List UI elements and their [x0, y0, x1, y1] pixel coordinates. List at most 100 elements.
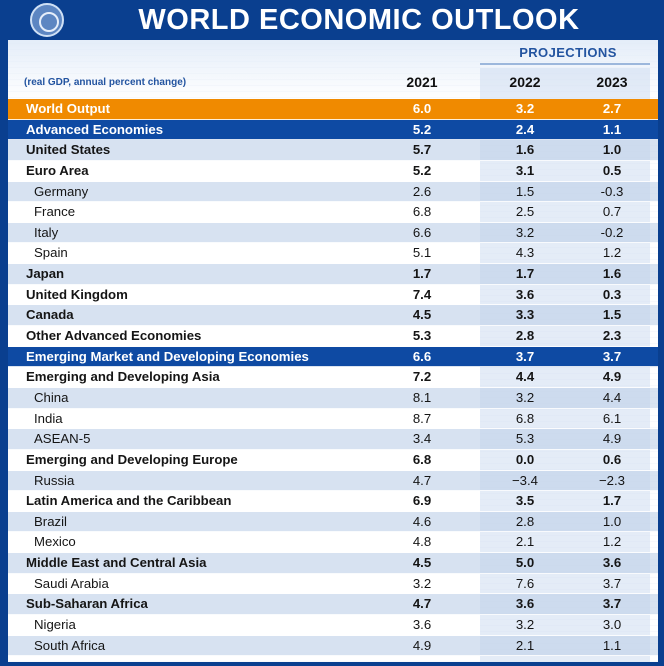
table-row: Nigeria 3.6 3.2 3.0: [8, 615, 658, 636]
table-row: Euro Area 5.2 3.1 0.5: [8, 160, 658, 182]
cell-2023: 1.0: [602, 513, 622, 529]
cell-2021: 6.0: [412, 101, 432, 116]
cell-2022: 0.0: [515, 451, 535, 467]
cell-2023: 3.7: [602, 596, 622, 612]
cell-2021: 4.9: [412, 637, 432, 653]
row-label: United States: [26, 142, 111, 158]
row-label: Russia: [34, 472, 75, 488]
row-label: Other Advanced Economies: [26, 328, 202, 344]
cell-2022: 3.2: [515, 224, 535, 240]
cell-2022: 7.6: [515, 575, 535, 591]
cell-2021: 5.1: [412, 245, 432, 261]
row-label: Mexico: [34, 534, 76, 550]
table-row: Emerging and Developing Europe 6.8 0.0 0.6: [8, 449, 658, 471]
cell-2023: 0.3: [602, 286, 622, 302]
row-label: Emerging and Developing Europe: [26, 451, 238, 467]
row-label: Latin America and the Caribbean: [26, 493, 232, 509]
row-label: Brazil: [34, 513, 67, 529]
cell-2022: 1.7: [515, 266, 535, 282]
imf-logo-icon: [30, 3, 64, 37]
cell-2023: 1.2: [602, 534, 622, 550]
cell-2021: 6.6: [412, 224, 432, 240]
year-header-2021: 2021: [406, 74, 438, 90]
cell-2021: 5.2: [412, 162, 432, 178]
table-row: Other Advanced Economies 5.3 2.8 2.3: [8, 326, 658, 347]
row-label: Emerging Market and Developing Economies: [26, 348, 309, 364]
table-row: Sub-Saharan Africa 4.7 3.6 3.7: [8, 594, 658, 616]
cell-2023: 1.6: [602, 266, 622, 282]
row-label: Spain: [34, 245, 68, 261]
cell-2023: 0.5: [602, 162, 622, 178]
cell-2021: 5.3: [412, 328, 432, 344]
table-row: Mexico 4.8 2.1 1.2: [8, 532, 658, 554]
table-row: World Output 6.0 3.2 2.7: [8, 99, 658, 120]
table-row: France 6.8 2.5 0.7: [8, 202, 658, 223]
cell-2023: 1.7: [602, 493, 622, 509]
cell-2022: 2.1: [515, 534, 535, 550]
cell-2021: 6.6: [412, 348, 432, 364]
table-row: Latin America and the Caribbean 6.9 3.5 1.7: [8, 491, 658, 512]
year-header-2022: 2022: [509, 74, 541, 90]
cell-2022: −3.4: [511, 472, 539, 488]
table-row: Germany 2.6 1.5 -0.3: [8, 181, 658, 203]
units-note: (real GDP, annual percent change): [24, 77, 187, 88]
cell-2023: −2.3: [598, 472, 626, 488]
cell-2023: 1.0: [602, 142, 622, 158]
table-panel: PROJECTIONS (real GDP, annual percent ch…: [8, 40, 658, 662]
cell-2022: 2.1: [515, 637, 535, 653]
cell-2023: 6.1: [602, 410, 622, 426]
table-row: Italy 6.6 3.2 -0.2: [8, 222, 658, 244]
cell-2021: 2.6: [412, 183, 432, 199]
cell-2022: 3.6: [515, 596, 535, 612]
table-row: Russia 4.7 −3.4 −2.3: [8, 470, 658, 492]
cell-2021: 8.7: [412, 410, 432, 426]
table-row: United States 5.7 1.6 1.0: [8, 140, 658, 161]
cell-2022: 4.3: [515, 245, 535, 261]
cell-2021: 3.2: [412, 575, 432, 591]
table-row: China 8.1 3.2 4.4: [8, 387, 658, 409]
row-label: Italy: [34, 224, 59, 240]
table-row: Japan 1.7 1.7 1.6: [8, 264, 658, 285]
table-row: United Kingdom 7.4 3.6 0.3: [8, 284, 658, 306]
row-label: United Kingdom: [26, 286, 128, 302]
row-label: ASEAN-5: [34, 431, 91, 447]
row-label: Canada: [26, 307, 74, 323]
row-label: China: [34, 389, 69, 405]
cell-2023: 1.1: [602, 637, 622, 653]
table-row: Brazil 4.6 2.8 1.0: [8, 511, 658, 533]
cell-2021: 3.4: [412, 431, 432, 447]
cell-2021: 7.4: [412, 286, 432, 302]
row-label: World Output: [26, 101, 110, 116]
table-body: World Output 6.0 3.2 2.7 Advanced Economies 5…: [8, 99, 658, 657]
cell-2022: 4.4: [515, 369, 535, 385]
table-row: Saudi Arabia 3.2 7.6 3.7: [8, 573, 658, 595]
cell-2021: 4.7: [412, 472, 432, 488]
table-row: Emerging Market and Developing Economies…: [8, 346, 658, 368]
table-row: Canada 4.5 3.3 1.5: [8, 305, 658, 327]
cell-2022: 1.5: [515, 183, 535, 199]
table-row: Emerging and Developing Asia 7.2 4.4 4.9: [8, 367, 658, 388]
table-row: ASEAN-5 3.4 5.3 4.9: [8, 429, 658, 450]
projections-label: PROJECTIONS: [519, 45, 617, 60]
row-label: Saudi Arabia: [34, 575, 109, 591]
cell-2022: 1.6: [515, 142, 535, 158]
cell-2021: 3.6: [412, 617, 432, 633]
cell-2021: 6.8: [412, 451, 432, 467]
row-label: Euro Area: [26, 162, 89, 178]
cell-2023: 3.7: [602, 575, 622, 591]
cell-2022: 5.3: [515, 431, 535, 447]
cell-2022: 2.8: [515, 328, 535, 344]
cell-2023: 2.7: [602, 101, 622, 116]
row-label: South Africa: [34, 637, 106, 653]
cell-2022: 3.1: [515, 162, 535, 178]
cell-2021: 7.2: [412, 369, 432, 385]
cell-2023: 2.3: [602, 328, 622, 344]
cell-2022: 3.3: [515, 307, 535, 323]
cell-2023: 4.9: [602, 369, 622, 385]
row-label: Nigeria: [34, 617, 76, 633]
cell-2022: 3.6: [515, 286, 535, 302]
table-row: Middle East and Central Asia 4.5 5.0 3.6: [8, 553, 658, 574]
cell-2023: 3.7: [602, 348, 622, 364]
cell-2021: 4.5: [412, 555, 432, 571]
